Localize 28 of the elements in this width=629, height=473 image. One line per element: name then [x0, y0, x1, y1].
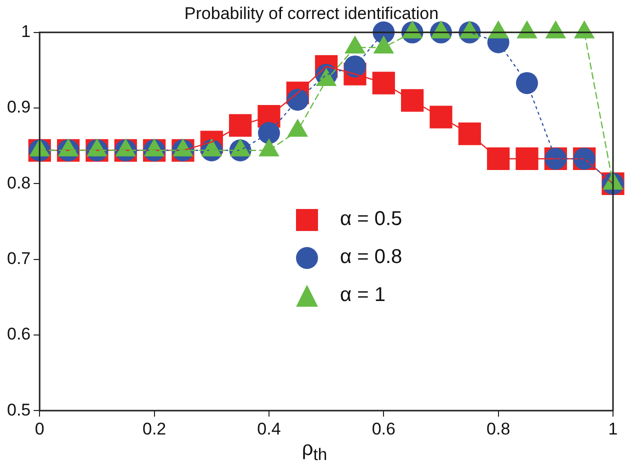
point [229, 114, 252, 137]
point [487, 147, 510, 170]
point [516, 72, 538, 94]
legend-label: α = 1 [340, 284, 386, 306]
point [286, 88, 309, 111]
x-tick-label: 0.6 [372, 419, 396, 438]
y-tick-label: 0.8 [6, 173, 31, 192]
y-tick-label: 0.7 [6, 249, 31, 268]
y-tick-label: 0.5 [6, 400, 31, 420]
point [458, 122, 481, 146]
x-tick-label: 0.2 [142, 419, 166, 438]
point [372, 72, 395, 94]
x-tick-label: 0.8 [486, 419, 510, 438]
x-tick-label: 0 [34, 419, 44, 438]
point [516, 147, 538, 170]
legend-label: α = 0.5 [340, 208, 402, 230]
chart-title: Probability of correct identification [184, 4, 439, 23]
point [401, 89, 424, 112]
point [344, 55, 366, 78]
x-tick-label: 1 [608, 419, 618, 438]
y-tick-label: 1 [21, 22, 31, 42]
point [258, 122, 280, 144]
y-tick-label: 0.6 [6, 324, 31, 344]
x-tick-label: 0.4 [257, 419, 281, 438]
y-tick-label: 0.9 [6, 98, 31, 117]
x-axis-title: ρ$_{th}$ [300, 438, 328, 465]
point [430, 106, 452, 128]
legend-label: α = 0.8 [340, 246, 402, 268]
